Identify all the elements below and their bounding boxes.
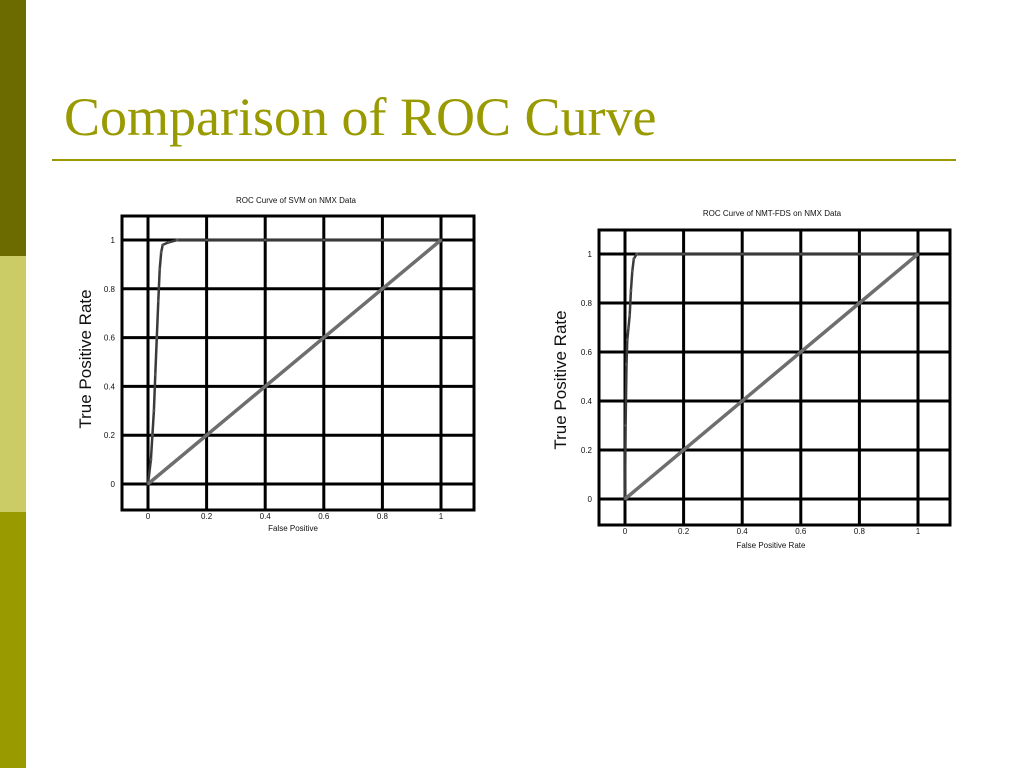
x-tick-label-0: 0 xyxy=(623,527,628,536)
y-tick-label-5: 1 xyxy=(588,250,593,259)
y-axis-label: True Positive Rate xyxy=(76,289,95,428)
roc-point-2 xyxy=(150,433,154,437)
x-axis-label: False Positive xyxy=(268,524,318,533)
roc-point-1 xyxy=(149,458,153,461)
roc-point-12 xyxy=(799,252,803,256)
diagonal-reference-line xyxy=(146,238,443,486)
y-tick-label-4: 0.8 xyxy=(581,299,593,308)
title-rule xyxy=(52,159,956,161)
roc-point-13 xyxy=(263,238,267,242)
x-tick-label-4: 0.8 xyxy=(377,512,389,521)
x-tick-label-0: 0 xyxy=(146,512,151,521)
roc-point-12 xyxy=(205,238,209,242)
sidebar-band-top xyxy=(0,0,26,256)
roc-chart-nmt-fds: ROC Curve of NMT-FDS on NMX Data False P… xyxy=(551,209,952,550)
y-tick-label-3: 0.6 xyxy=(104,334,116,343)
y-tick-label-4: 0.8 xyxy=(104,285,116,294)
y-tick-label-5: 1 xyxy=(111,236,116,245)
roc-point-10 xyxy=(167,241,170,244)
roc-point-14 xyxy=(322,238,326,242)
roc-point-4 xyxy=(153,372,157,376)
roc-point-1 xyxy=(624,424,627,427)
roc-point-9 xyxy=(161,243,165,247)
roc-point-15 xyxy=(381,238,384,242)
plot-border xyxy=(597,228,952,527)
x-tick-label-1: 0.2 xyxy=(678,527,690,536)
x-tick-label-2: 0.4 xyxy=(737,527,749,536)
slide-title: Comparison of ROC Curve xyxy=(64,87,657,147)
chart-title: ROC Curve of SVM on NMX Data xyxy=(236,196,357,205)
roc-point-7 xyxy=(630,269,634,273)
roc-point-6 xyxy=(629,289,633,293)
roc-point-3 xyxy=(625,338,629,342)
roc-point-8 xyxy=(632,257,636,261)
y-tick-label-2: 0.4 xyxy=(581,397,593,406)
y-tick-label-0: 0 xyxy=(111,480,116,489)
roc-point-6 xyxy=(156,299,160,303)
y-tick-label-1: 0.2 xyxy=(104,431,116,440)
roc-point-2 xyxy=(625,362,628,366)
roc-point-10 xyxy=(682,252,685,256)
plot-area: 0 0.2 0.4 0.6 0.8 1 0 0.2 0.4 0.6 0.8 1 xyxy=(581,228,952,536)
roc-point-9 xyxy=(635,252,639,256)
roc-chart-svm: ROC Curve of SVM on NMX Data False Posit… xyxy=(76,196,476,533)
y-tick-label-1: 0.2 xyxy=(581,446,593,455)
sidebar-band-middle xyxy=(0,256,26,512)
roc-point-5 xyxy=(155,336,159,339)
sidebar-band-bottom xyxy=(0,512,26,768)
x-axis-label: False Positive Rate xyxy=(737,541,806,550)
roc-point-13 xyxy=(858,252,861,256)
plot-border xyxy=(120,214,476,512)
roc-point-8 xyxy=(159,250,163,254)
roc-point-11 xyxy=(175,238,179,242)
diagonal-reference-line xyxy=(623,252,920,501)
x-tick-label-3: 0.6 xyxy=(795,527,807,536)
x-tick-label-3: 0.6 xyxy=(318,512,330,521)
y-axis-label: True Positive Rate xyxy=(551,310,570,449)
x-tick-label-4: 0.8 xyxy=(854,527,866,536)
x-tick-label-2: 0.4 xyxy=(260,512,272,521)
y-tick-label-3: 0.6 xyxy=(581,348,593,357)
y-tick-label-2: 0.4 xyxy=(104,382,116,391)
chart-title: ROC Curve of NMT-FDS on NMX Data xyxy=(703,209,842,218)
roc-point-4 xyxy=(627,326,630,329)
x-tick-label-1: 0.2 xyxy=(201,512,213,521)
roc-point-11 xyxy=(740,252,744,256)
x-tick-label-5: 1 xyxy=(439,512,444,521)
plot-area: 0 0.2 0.4 0.6 0.8 1 0 0.2 0.4 0.6 0.8 1 xyxy=(104,214,476,521)
x-tick-label-5: 1 xyxy=(916,527,921,536)
roc-point-3 xyxy=(152,409,156,413)
roc-point-5 xyxy=(628,313,632,317)
roc-point-7 xyxy=(158,267,162,271)
y-tick-label-0: 0 xyxy=(588,495,593,504)
